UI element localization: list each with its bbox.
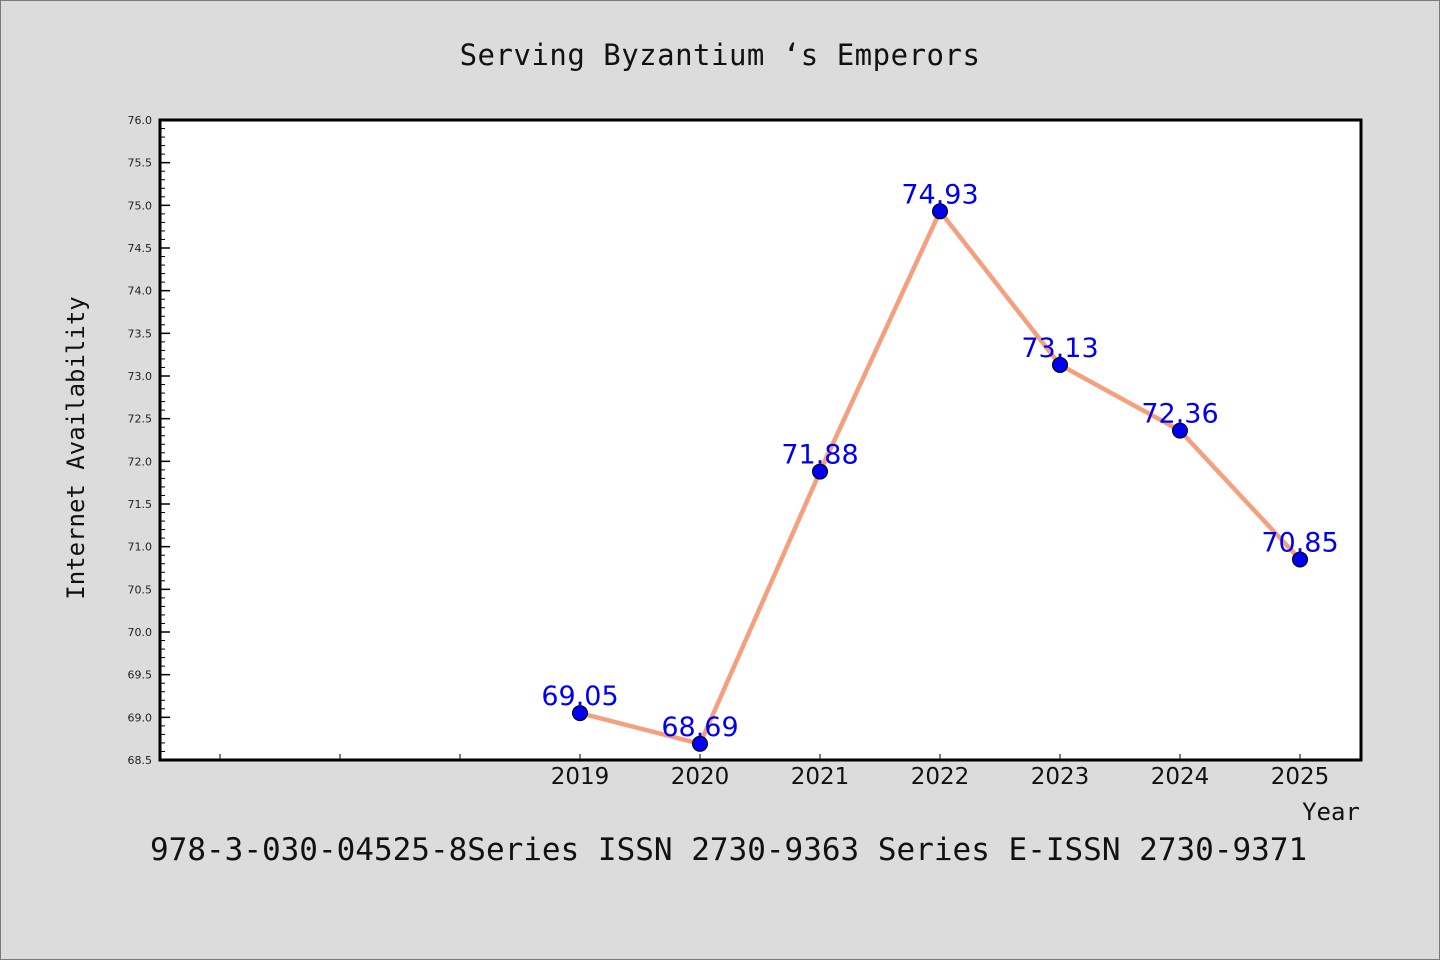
y-tick-label: 69.0 [128,711,153,724]
data-point-marker [572,705,588,722]
data-point-marker [812,463,828,480]
data-label: 69.05 [541,681,618,712]
isbn-footer: 978-3-030-04525-8Series ISSN 2730-9363 S… [150,832,1308,868]
data-label: 72.36 [1141,399,1218,430]
y-tick-label: 72.5 [128,413,153,426]
x-tick-label: 2023 [1031,764,1090,790]
x-tick-label: 2021 [791,764,850,790]
x-tick-label: 2025 [1271,764,1330,790]
plot-border [158,118,1363,762]
y-tick-label: 76.0 [128,114,153,127]
x-tick-label: 2019 [551,764,610,790]
data-label: 68.69 [661,712,738,743]
data-point-marker [1172,422,1188,439]
data-point-marker [692,735,708,752]
y-tick-label: 71.0 [128,541,153,554]
y-axis-label: Internet Availability [62,296,90,599]
data-label: 70.85 [1261,527,1338,558]
y-tick-label: 75.5 [128,157,153,170]
data-point-marker [932,203,948,220]
x-axis: 2019 2020 2021 2022 2023 2024 2025 [219,754,1330,790]
y-tick-label: 75.0 [128,199,153,212]
data-label: 74.93 [901,179,978,210]
series-line-group [572,203,1308,752]
chart-title: Serving Byzantium ‘s Emperors [459,38,981,72]
x-tick-label: 2020 [671,764,730,790]
data-label-group: 69.05 68.69 71.88 74.93 73.13 72.36 70.85 [541,179,1338,742]
y-tick-label: 71.5 [128,498,153,511]
y-tick-label: 70.5 [128,583,153,596]
y-tick-label: 70.0 [128,626,153,639]
y-tick-label: 73.5 [128,327,153,340]
y-tick-label: 74.0 [128,285,153,298]
data-label: 73.13 [1021,333,1098,364]
y-tick-label: 72.0 [128,455,153,468]
y-tick-label: 74.5 [128,242,153,255]
data-point-marker [1292,551,1308,568]
y-tick-label: 68.5 [128,754,153,767]
x-axis-label: Year [1302,798,1360,826]
plot-area [160,120,1361,760]
y-tick-label: 73.0 [128,370,153,383]
y-tick-label: 69.5 [128,669,153,682]
x-tick-label: 2022 [911,764,970,790]
x-tick-label: 2024 [1151,764,1210,790]
data-label: 71.88 [781,440,858,471]
data-point-marker [1052,356,1068,373]
